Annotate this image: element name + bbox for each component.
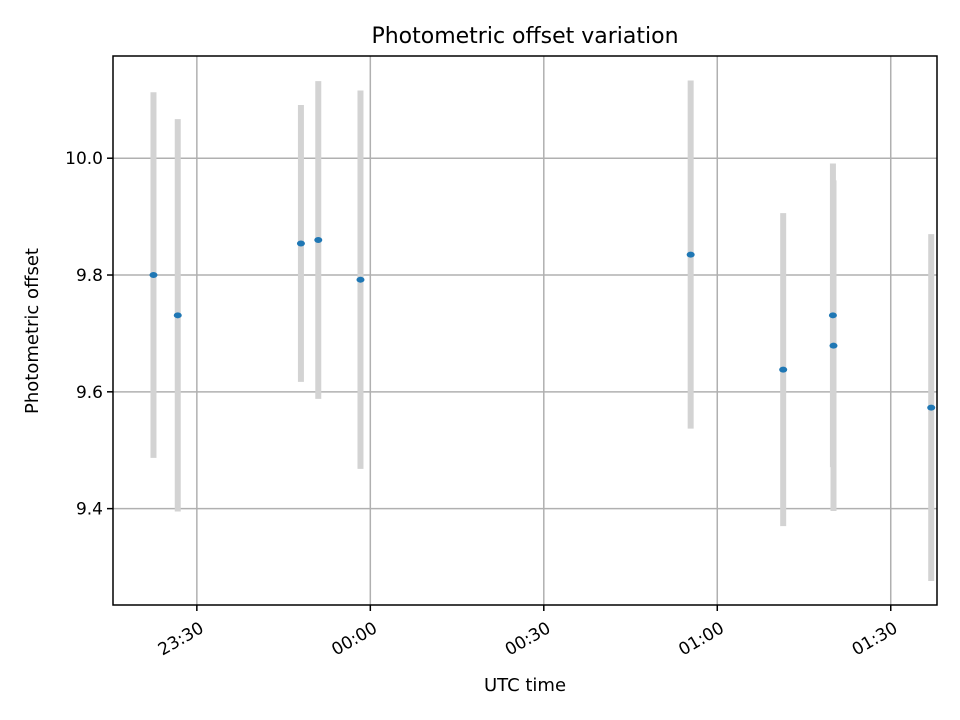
data-point — [314, 236, 323, 243]
data-point — [686, 251, 695, 258]
data-point — [779, 366, 788, 373]
y-tick-label: 10.0 — [65, 149, 103, 169]
x-tick-label: 23:30 — [155, 618, 207, 660]
grid — [113, 56, 937, 605]
y-tick-label: 9.8 — [76, 266, 103, 286]
y-tick-label: 9.6 — [76, 383, 103, 403]
data-point — [173, 312, 182, 319]
x-tick-label: 00:00 — [328, 618, 380, 660]
data-point — [356, 276, 365, 283]
x-tick-label: 01:30 — [849, 618, 901, 660]
data-point — [829, 342, 838, 349]
plot-frame — [112, 55, 938, 606]
error-bars — [150, 80, 935, 582]
x-tick-label: 00:30 — [502, 618, 554, 660]
y-axis-label: Photometric offset — [22, 248, 43, 414]
data-point — [296, 240, 305, 247]
data-point — [149, 272, 158, 279]
chart-title: Photometric offset variation — [371, 24, 678, 49]
data-point — [927, 404, 936, 411]
x-axis-label: UTC time — [484, 675, 566, 696]
x-tick-label: 01:00 — [675, 618, 727, 660]
y-tick-label: 9.4 — [76, 500, 103, 520]
x-axis-ticks: 23:30 00:00 00:30 01:00 01:30 — [155, 605, 901, 660]
data-point — [828, 312, 837, 319]
y-axis-ticks: 9.4 9.6 9.8 10.0 — [65, 149, 113, 520]
data-points — [149, 236, 936, 411]
